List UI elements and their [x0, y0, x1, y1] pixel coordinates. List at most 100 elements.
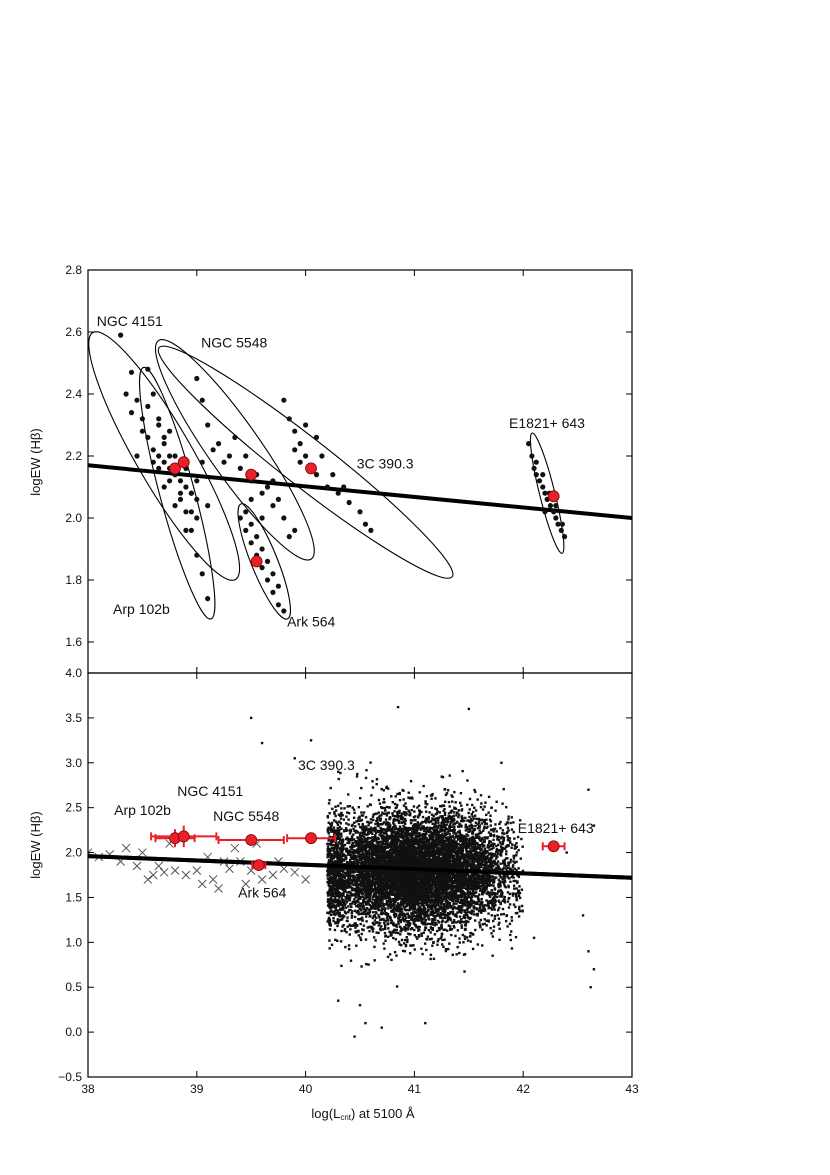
data-point [156, 422, 162, 428]
cloud-point [457, 842, 461, 846]
cloud-point [332, 819, 336, 822]
data-point [248, 521, 254, 527]
cloud-point [364, 816, 368, 819]
data-point [547, 503, 554, 509]
cloud-point [336, 901, 340, 904]
cloud-point [417, 903, 420, 906]
cloud-point [470, 838, 474, 842]
cloud-point [463, 970, 466, 973]
cloud-point [364, 828, 368, 832]
cloud-point [357, 894, 361, 897]
cloud-point [411, 839, 415, 843]
cloud-point [439, 902, 443, 905]
cloud-point [380, 859, 383, 863]
cloud-point [486, 890, 490, 894]
cloud-point [515, 854, 518, 857]
cloud-point [422, 829, 426, 833]
data-point [297, 459, 303, 465]
cloud-point [475, 908, 479, 911]
cloud-point [399, 862, 402, 865]
cloud-point [405, 830, 409, 834]
cloud-point [469, 848, 472, 851]
cloud-point [432, 814, 435, 818]
cloud-point [480, 858, 483, 862]
cloud-point [414, 835, 417, 838]
cloud-point [468, 884, 472, 888]
ellipse-3c-390-3 [157, 345, 454, 579]
cloud-point [459, 791, 463, 795]
cloud-point [404, 909, 408, 912]
cloud-point [357, 900, 360, 903]
cloud-point [502, 787, 505, 791]
cloud-point [339, 833, 342, 836]
cloud-point [424, 874, 428, 877]
cloud-point [412, 805, 416, 808]
cloud-point [353, 811, 356, 814]
cloud-point [462, 920, 466, 924]
cloud-point [422, 901, 425, 904]
cloud-point [478, 886, 482, 889]
cloud-point [512, 864, 515, 867]
cloud-point [347, 811, 351, 815]
cloud-point [352, 833, 355, 836]
cloud-point [430, 937, 433, 941]
cloud-point [377, 798, 381, 802]
cloud-point [492, 925, 496, 928]
cloud-point [468, 862, 472, 866]
cloud-point [446, 912, 450, 915]
data-point [346, 499, 352, 506]
data-point [177, 478, 184, 484]
cloud-point [417, 816, 420, 819]
cloud-point [378, 874, 381, 877]
cloud-point [347, 818, 350, 821]
cloud-point [442, 913, 446, 916]
cloud-point [360, 888, 363, 892]
data-point [205, 503, 211, 509]
data-point [167, 453, 173, 459]
cloud-point [480, 822, 484, 825]
cloud-point [493, 914, 497, 918]
data-point [199, 571, 205, 577]
cloud-point [420, 921, 424, 925]
cloud-point [466, 855, 469, 859]
cloud-point [517, 894, 521, 898]
cloud-point [433, 847, 436, 851]
cloud-point [347, 872, 350, 875]
data-point [264, 577, 271, 583]
cloud-point [492, 929, 495, 932]
cloud-point [384, 829, 387, 833]
cloud-point [477, 886, 481, 890]
cloud-point [512, 879, 515, 883]
cloud-point [511, 873, 514, 877]
cloud-point [432, 921, 435, 924]
cloud-point [354, 926, 357, 929]
cloud-point [434, 819, 437, 823]
cloud-point [400, 897, 404, 901]
cloud-point [332, 900, 335, 904]
cloud-point [432, 957, 436, 961]
data-point [559, 521, 565, 527]
cloud-point [460, 857, 464, 860]
cloud-point [435, 807, 439, 811]
cloud-point [457, 920, 460, 923]
bottom-panel: −0.50.00.51.01.52.02.53.03.54.038 39 40 41 4… [58, 666, 639, 1096]
data-point [259, 515, 265, 521]
cloud-point [444, 906, 447, 909]
cloud-point [448, 875, 452, 878]
cloud-point [466, 819, 469, 822]
cloud-point [439, 804, 442, 808]
cloud-point [454, 840, 458, 843]
cloud-point [327, 882, 330, 885]
cloud-point [328, 939, 331, 942]
cloud-point [388, 930, 391, 934]
cloud-point [395, 954, 398, 957]
cloud-point [343, 843, 347, 847]
cloud-point [395, 841, 398, 845]
cloud-point [493, 908, 496, 911]
cloud-point [386, 787, 390, 790]
cloud-point [448, 942, 451, 945]
cloud-point [342, 875, 346, 878]
cloud-point [382, 870, 385, 874]
cloud-point [419, 902, 422, 905]
